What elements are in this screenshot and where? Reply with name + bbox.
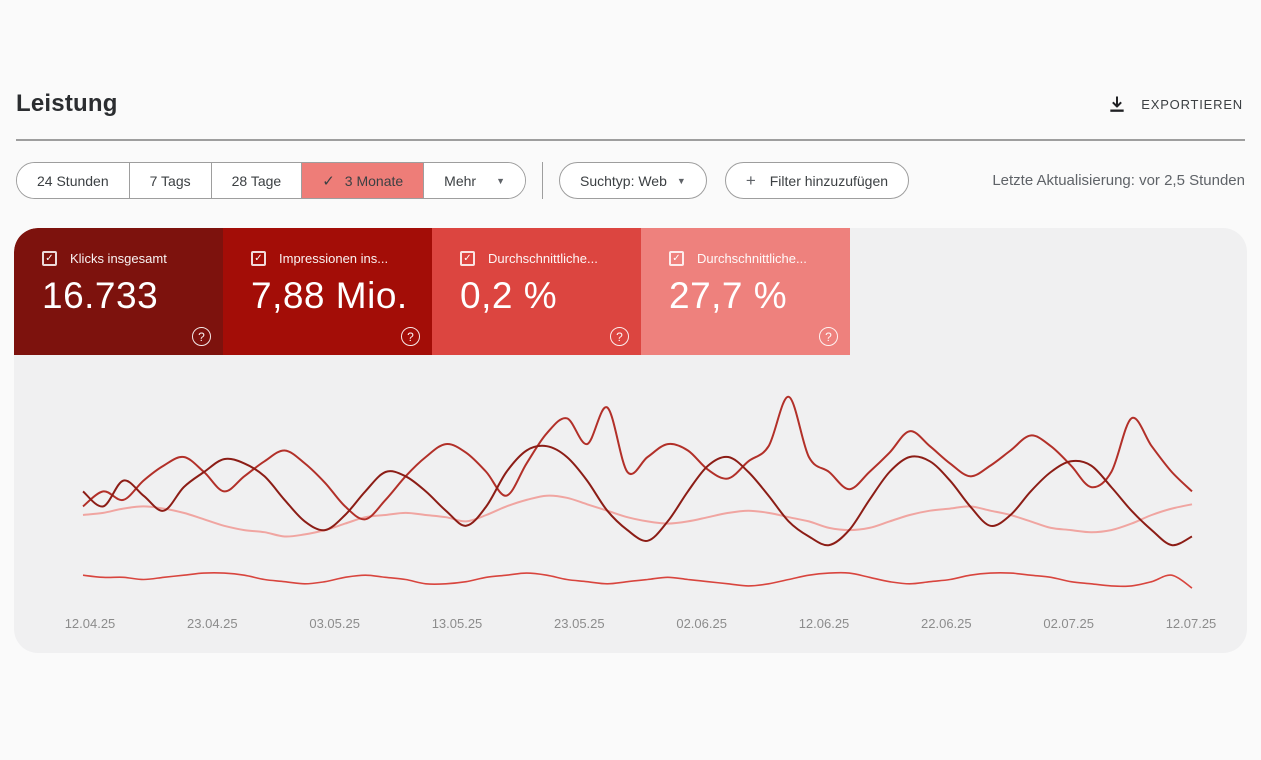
toolbar-separator — [541, 162, 543, 199]
tab-label: 3 Monate — [344, 172, 404, 189]
card-head: ✓ Durchschnittliche... — [669, 251, 836, 266]
tab-label: 24 Stunden — [37, 172, 109, 189]
card-average-ctr[interactable]: ✓ Durchschnittliche... 0,2 % ? — [432, 228, 641, 355]
card-value: 16.733 — [42, 275, 159, 316]
tab-24-stunden[interactable]: 24 Stunden — [17, 163, 129, 198]
help-icon[interactable]: ? — [819, 327, 838, 346]
checkbox-checked-icon[interactable]: ✓ — [669, 251, 684, 266]
card-average-position[interactable]: ✓ Durchschnittliche... 27,7 % ? — [641, 228, 850, 355]
search-type-label: Suchtyp: Web — [579, 172, 667, 189]
page-title: Leistung — [16, 90, 118, 117]
card-head: ✓ Klicks insgesamt — [42, 251, 209, 266]
x-tick: 13.05.25 — [431, 616, 483, 631]
x-tick: 02.07.25 — [1043, 616, 1094, 631]
card-head: ✓ Impressionen ins... — [251, 251, 418, 266]
download-icon — [1110, 96, 1124, 112]
add-filter-button[interactable]: + Filter hinzuzufügen — [724, 162, 910, 199]
series-line — [82, 494, 1193, 538]
tab-mehr[interactable]: Mehr ▼ — [423, 163, 525, 198]
card-value: 27,7 % — [669, 275, 788, 316]
checkbox-checked-icon[interactable]: ✓ — [460, 251, 475, 266]
check-icon: ✓ — [322, 172, 335, 190]
x-tick: 23.05.25 — [554, 616, 605, 631]
add-filter-label: Filter hinzuzufügen — [769, 172, 889, 189]
card-label: Impressionen ins... — [279, 251, 389, 266]
filter-toolbar: 24 Stunden 7 Tags 28 Tage ✓ 3 Monate Meh… — [16, 162, 1245, 199]
page-header: Leistung EXPORTIEREN — [16, 0, 1245, 118]
card-head: ✓ Durchschnittliche... — [460, 251, 627, 266]
tab-28-tage[interactable]: 28 Tage — [210, 163, 302, 198]
chevron-down-icon: ▼ — [496, 175, 505, 186]
series-line — [82, 444, 1193, 547]
card-label: Klicks insgesamt — [70, 251, 167, 266]
card-total-impressions[interactable]: ✓ Impressionen ins... 7,88 Mio. ? — [223, 228, 432, 355]
series-line — [82, 395, 1193, 521]
card-total-clicks[interactable]: ✓ Klicks insgesamt 16.733 ? — [14, 228, 223, 355]
last-update-text: Letzte Aktualisierung: vor 2,5 Stunden — [992, 172, 1245, 189]
x-tick: 02.06.25 — [676, 616, 727, 631]
card-label: Durchschnittliche... — [697, 251, 807, 266]
plus-icon: + — [745, 170, 756, 190]
help-icon[interactable]: ? — [192, 327, 211, 346]
export-label: EXPORTIEREN — [1141, 96, 1243, 112]
x-tick: 12.06.25 — [798, 616, 850, 631]
tab-label: 28 Tage — [231, 172, 282, 189]
tab-label: Mehr — [444, 172, 477, 189]
help-icon[interactable]: ? — [610, 327, 629, 346]
x-tick: 22.06.25 — [921, 616, 972, 631]
checkbox-checked-icon[interactable]: ✓ — [42, 251, 57, 266]
x-tick: 23.04.25 — [187, 616, 238, 631]
x-tick: 03.05.25 — [309, 616, 360, 631]
performance-panel: ✓ Klicks insgesamt 16.733 ? ✓ Impression… — [14, 228, 1247, 653]
tab-7-tags[interactable]: 7 Tags — [128, 163, 211, 198]
performance-line-chart[interactable] — [14, 355, 1247, 653]
card-label: Durchschnittliche... — [488, 251, 598, 266]
metric-cards-row: ✓ Klicks insgesamt 16.733 ? ✓ Impression… — [14, 228, 1247, 355]
help-icon[interactable]: ? — [401, 327, 420, 346]
x-tick: 12.04.25 — [64, 616, 116, 631]
card-value: 0,2 % — [460, 275, 558, 316]
series-line — [82, 571, 1193, 589]
chevron-down-icon: ▼ — [676, 175, 686, 186]
search-type-dropdown[interactable]: Suchtyp: Web ▼ — [558, 162, 707, 199]
card-value: 7,88 Mio. — [251, 275, 408, 316]
export-button[interactable]: EXPORTIEREN — [1105, 90, 1245, 118]
x-tick: 12.07.25 — [1165, 616, 1217, 631]
header-divider — [16, 139, 1245, 141]
tab-label: 7 Tags — [149, 172, 191, 189]
tab-3-monate[interactable]: ✓ 3 Monate — [301, 163, 424, 198]
date-range-tabs: 24 Stunden 7 Tags 28 Tage ✓ 3 Monate Meh… — [16, 162, 526, 199]
checkbox-checked-icon[interactable]: ✓ — [251, 251, 266, 266]
